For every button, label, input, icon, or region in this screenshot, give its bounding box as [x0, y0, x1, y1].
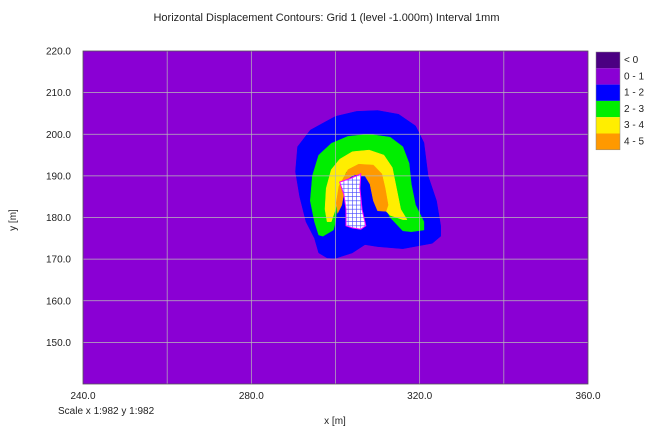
- legend-frame: [595, 51, 621, 151]
- chart-title: Horizontal Displacement Contours: Grid 1…: [153, 12, 500, 24]
- y-tick-label: 220.0: [46, 47, 71, 58]
- y-tick-labels: 150.0 160.0 170.0 180.0 190.0 200.0 210.0 220.0: [46, 47, 71, 349]
- y-axis-label: y [m]: [8, 209, 19, 231]
- legend-label: 4 - 5: [624, 137, 644, 148]
- legend: < 0 0 - 1 1 - 2 2 - 3 3 - 4 4 - 5: [595, 51, 644, 151]
- y-tick-label: 170.0: [46, 255, 71, 266]
- contour-band-4-5: [336, 163, 389, 214]
- legend-swatch: [596, 117, 620, 134]
- x-tick-label: 360.0: [575, 391, 600, 402]
- x-tick-labels: 240.0 280.0 320.0 360.0: [70, 391, 600, 402]
- legend-swatch: [596, 52, 620, 69]
- x-axis-label: x [m]: [324, 416, 346, 427]
- scale-readout: Scale x 1:982 y 1:982: [58, 406, 155, 417]
- legend-swatch: [596, 68, 620, 85]
- y-tick-label: 150.0: [46, 338, 71, 349]
- legend-label: 1 - 2: [624, 88, 644, 99]
- y-tick-label: 190.0: [46, 171, 71, 182]
- grid-layer: [83, 51, 588, 384]
- y-tick-label: 200.0: [46, 130, 71, 141]
- legend-label: 2 - 3: [624, 104, 644, 115]
- plot-frame: [82, 50, 589, 385]
- contour-layer: [295, 110, 441, 259]
- x-tick-label: 240.0: [70, 391, 95, 402]
- y-tick-label: 160.0: [46, 296, 71, 307]
- legend-swatch: [596, 133, 620, 150]
- excavation-outline: [339, 173, 367, 230]
- x-tick-label: 280.0: [239, 391, 264, 402]
- legend-label: 3 - 4: [624, 120, 644, 131]
- legend-label: < 0: [624, 55, 639, 66]
- y-tick-label: 180.0: [46, 213, 71, 224]
- x-tick-label: 320.0: [407, 391, 432, 402]
- legend-swatch: [596, 100, 620, 118]
- legend-label: 0 - 1: [624, 71, 644, 82]
- legend-swatch: [596, 84, 620, 101]
- y-tick-label: 210.0: [46, 88, 71, 99]
